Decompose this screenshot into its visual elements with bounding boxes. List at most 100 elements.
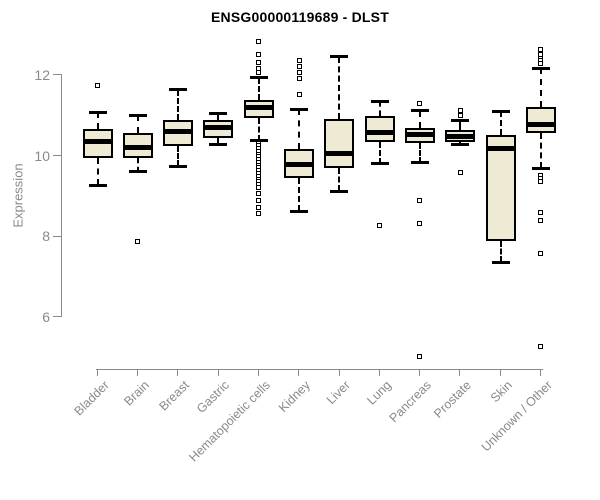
outlier-point — [256, 191, 262, 197]
upper-whisker-cap — [531, 66, 550, 70]
lower-whisker-cap — [209, 142, 228, 146]
x-axis-tick — [137, 369, 139, 376]
outlier-point — [296, 69, 302, 75]
outlier-point — [457, 170, 463, 176]
upper-whisker-cap — [451, 119, 470, 123]
upper-whisker-cap — [209, 111, 228, 115]
outlier-point — [417, 197, 423, 203]
x-axis-tick — [217, 369, 219, 376]
outlier-point — [538, 178, 544, 184]
lower-whisker-cap — [128, 170, 147, 174]
upper-whisker-cap — [491, 109, 510, 113]
median-line — [525, 121, 556, 127]
upper-whisker-cap — [370, 99, 389, 103]
x-axis-tick — [499, 369, 501, 376]
lower-whisker — [217, 138, 220, 145]
upper-whisker — [338, 56, 341, 120]
outlier-point — [538, 61, 544, 67]
outlier-point — [256, 65, 262, 71]
median-line — [163, 128, 194, 134]
lower-whisker — [338, 167, 341, 192]
lower-whisker — [539, 133, 542, 169]
x-axis-tick — [96, 369, 98, 376]
median-line — [82, 139, 113, 145]
lower-whisker-cap — [531, 166, 550, 170]
x-axis-tick — [378, 369, 380, 376]
upper-whisker-cap — [410, 109, 429, 113]
chart-title: ENSG00000119689 - DLST — [211, 9, 389, 25]
upper-whisker — [418, 110, 421, 129]
median-line — [364, 129, 395, 135]
upper-whisker — [96, 112, 99, 130]
outlier-point — [538, 209, 544, 215]
lower-whisker-cap — [370, 162, 389, 166]
y-axis-line — [61, 75, 62, 317]
y-axis-tick — [53, 235, 62, 237]
outlier-point — [256, 59, 262, 65]
lower-whisker-cap — [249, 139, 268, 143]
lower-whisker — [96, 157, 99, 186]
outlier-point — [296, 57, 302, 63]
x-axis-tick — [459, 369, 461, 376]
lower-whisker-cap — [330, 189, 349, 193]
x-axis-line — [95, 369, 543, 370]
median-line — [445, 134, 476, 140]
lower-whisker — [418, 143, 421, 163]
upper-whisker — [459, 120, 462, 130]
box — [364, 116, 395, 142]
lower-whisker-cap — [491, 260, 510, 264]
y-axis-tick — [53, 74, 62, 76]
outlier-point — [417, 353, 423, 359]
outlier-point — [417, 220, 423, 226]
upper-whisker — [136, 115, 139, 134]
upper-whisker-cap — [290, 107, 308, 111]
outlier-point — [538, 217, 544, 223]
lower-whisker — [378, 141, 381, 164]
upper-whisker — [539, 68, 542, 107]
median-line — [324, 150, 355, 156]
median-line — [404, 132, 435, 138]
outlier-point — [457, 107, 463, 113]
median-line — [485, 146, 516, 152]
lower-whisker-cap — [88, 183, 107, 187]
box — [485, 135, 516, 242]
upper-whisker-cap — [169, 88, 188, 92]
outlier-point — [256, 185, 262, 191]
median-line — [122, 144, 153, 150]
y-tick-label: 6 — [42, 308, 50, 325]
x-axis-tick — [419, 369, 421, 376]
y-axis-tick — [53, 316, 62, 318]
lower-whisker — [177, 145, 180, 167]
upper-whisker — [257, 77, 260, 100]
y-axis-tick — [53, 154, 62, 156]
upper-whisker-cap — [88, 110, 107, 114]
outlier-point — [417, 100, 423, 106]
median-line — [203, 125, 234, 131]
median-line — [243, 104, 274, 110]
lower-whisker-cap — [451, 143, 470, 147]
y-axis-label: Expression — [10, 163, 26, 228]
outlier-point — [256, 204, 262, 210]
outlier-point — [538, 47, 544, 53]
outlier-point — [135, 239, 141, 245]
median-line — [284, 162, 314, 168]
lower-whisker-cap — [410, 161, 429, 165]
outlier-point — [256, 70, 262, 76]
upper-whisker — [298, 109, 300, 149]
lower-whisker — [499, 241, 502, 263]
lower-whisker-cap — [169, 164, 188, 168]
upper-whisker — [499, 111, 502, 136]
outlier-point — [256, 197, 262, 203]
upper-whisker — [217, 113, 220, 120]
outlier-point — [457, 112, 463, 118]
lower-whisker — [298, 177, 300, 212]
outlier-point — [296, 63, 302, 69]
outlier-point — [95, 83, 100, 89]
x-axis-tick — [338, 369, 340, 376]
box — [525, 106, 556, 134]
outlier-point — [296, 75, 302, 81]
upper-whisker-cap — [330, 55, 349, 59]
lower-whisker — [257, 117, 260, 141]
upper-whisker — [177, 89, 180, 121]
